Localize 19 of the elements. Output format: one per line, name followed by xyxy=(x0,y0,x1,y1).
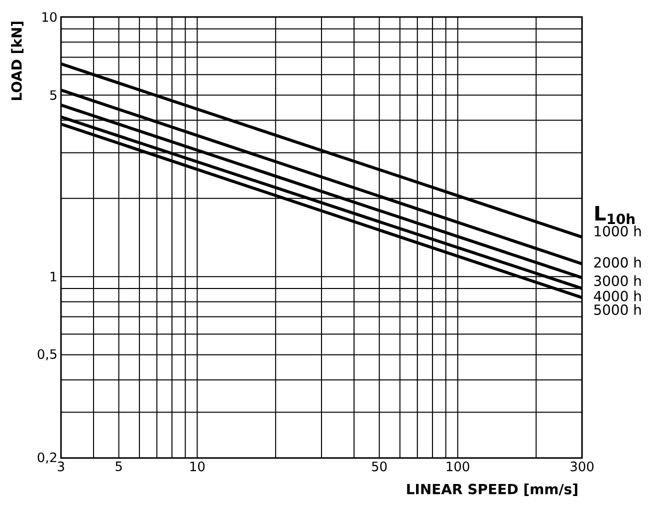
legend-title: L$_{10h}$ xyxy=(595,206,634,224)
x-tick-label: 10 xyxy=(190,462,205,472)
y-axis-title: LOAD [kN] xyxy=(11,22,24,100)
series-label: 2000 h xyxy=(594,256,641,268)
x-tick-label: 300 xyxy=(570,462,594,472)
x-axis-title: LINEAR SPEED [mm/s] xyxy=(407,484,578,496)
y-tick-label: 0,5 xyxy=(38,349,56,360)
series-label: 3000 h xyxy=(594,275,641,286)
x-tick-label: 100 xyxy=(446,462,470,472)
y-tick-label: 10 xyxy=(42,12,57,22)
x-tick-label: 50 xyxy=(372,462,387,472)
x-tick-label: 5 xyxy=(116,462,122,472)
series-label: 5000 h xyxy=(594,304,641,315)
series-label: 4000 h xyxy=(594,290,641,302)
y-tick-label: 0,2 xyxy=(38,452,56,464)
y-tick-label: 5 xyxy=(50,90,56,100)
y-tick-label: 1 xyxy=(50,272,56,282)
x-tick-label: 3 xyxy=(58,462,64,472)
series-label: 1000 h xyxy=(594,226,641,236)
